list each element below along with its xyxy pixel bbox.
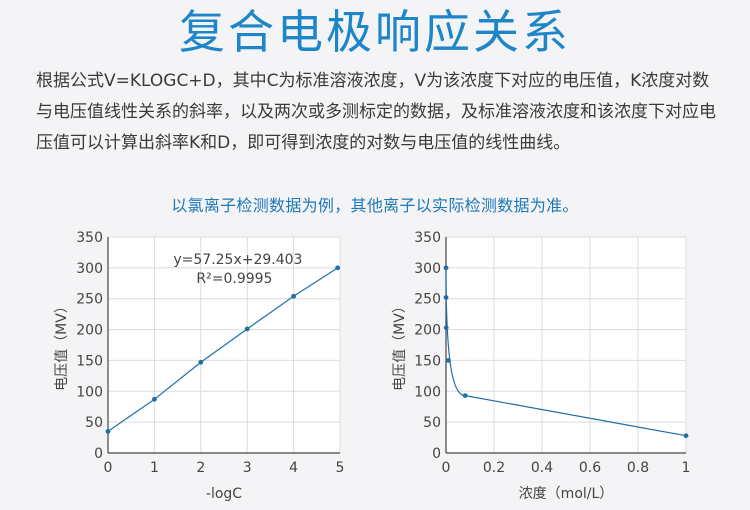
- x-tick-label: 0.4: [531, 460, 553, 476]
- y-tick-label: 350: [76, 230, 103, 246]
- data-point: [244, 326, 250, 332]
- data-point: [291, 293, 296, 299]
- y-tick-label: 150: [76, 353, 103, 369]
- data-point: [462, 393, 468, 399]
- y-tick-label: 250: [76, 292, 103, 308]
- x-tick-label: 0.8: [627, 460, 649, 476]
- x-tick-label: 2: [196, 460, 205, 476]
- x-axis-title: 浓度（mol/L）: [519, 486, 614, 502]
- r-squared-value: R²=0.9995: [196, 271, 272, 287]
- data-point: [105, 429, 111, 434]
- data-point: [198, 359, 204, 365]
- data-note: 以氯离子检测数据为例，其他离子以实际检测数据为准。: [171, 196, 579, 215]
- description-paragraph: 根据公式V=KLOGC+D，其中C为标准溶液浓度，V为该浓度下对应的电压值，K浓…: [36, 71, 716, 153]
- data-point: [443, 265, 449, 271]
- data-point: [443, 325, 449, 331]
- x-tick-label: 0.6: [579, 460, 601, 476]
- regression-equation: y=57.25x+29.403: [173, 252, 302, 268]
- x-tick-label: 1: [682, 460, 691, 476]
- y-tick-label: 50: [85, 415, 103, 431]
- y-tick-label: 100: [414, 384, 441, 400]
- y-tick-label: 250: [414, 292, 441, 308]
- x-tick-label: 5: [336, 460, 345, 476]
- chart-log-response: 0 50 100 150 200 250 300 350 0 1 2 3 4 5 -logC 电压值（MV） y…: [54, 230, 345, 502]
- x-tick-label: 0: [442, 460, 451, 476]
- y-tick-label: 0: [432, 446, 441, 462]
- series-line: [107, 267, 339, 432]
- x-tick-label: 0: [104, 460, 113, 476]
- y-tick-label: 100: [76, 384, 103, 400]
- y-tick-label: 150: [414, 353, 441, 369]
- x-tick-label: 4: [289, 460, 298, 476]
- y-tick-label: 50: [423, 415, 441, 431]
- x-tick-label: 0.2: [483, 460, 505, 476]
- y-tick-label: 200: [76, 323, 103, 339]
- data-point: [446, 358, 451, 363]
- y-tick-label: 350: [414, 230, 441, 246]
- y-tick-label: 300: [414, 261, 441, 277]
- x-tick-label: 3: [243, 460, 252, 476]
- page-title: 复合电极响应关系: [179, 5, 571, 59]
- y-tick-label: 0: [94, 446, 103, 462]
- y-tick-label: 300: [76, 261, 103, 277]
- chart-concentration-response: 0 50 100 150 200 250 300 350 0 0.2 0.4 0.6 0.8 1 浓度（mo…: [392, 230, 691, 502]
- data-point: [335, 265, 341, 271]
- data-point: [152, 396, 157, 402]
- y-tick-label: 200: [414, 323, 441, 339]
- plot-area: [446, 237, 686, 453]
- x-tick-label: 1: [150, 460, 159, 476]
- y-axis-title: 电压值（MV）: [54, 299, 70, 391]
- x-axis-title: -logC: [206, 486, 242, 502]
- data-point: [683, 433, 689, 439]
- data-point: [443, 295, 449, 300]
- y-axis-title: 电压值（MV）: [392, 299, 408, 391]
